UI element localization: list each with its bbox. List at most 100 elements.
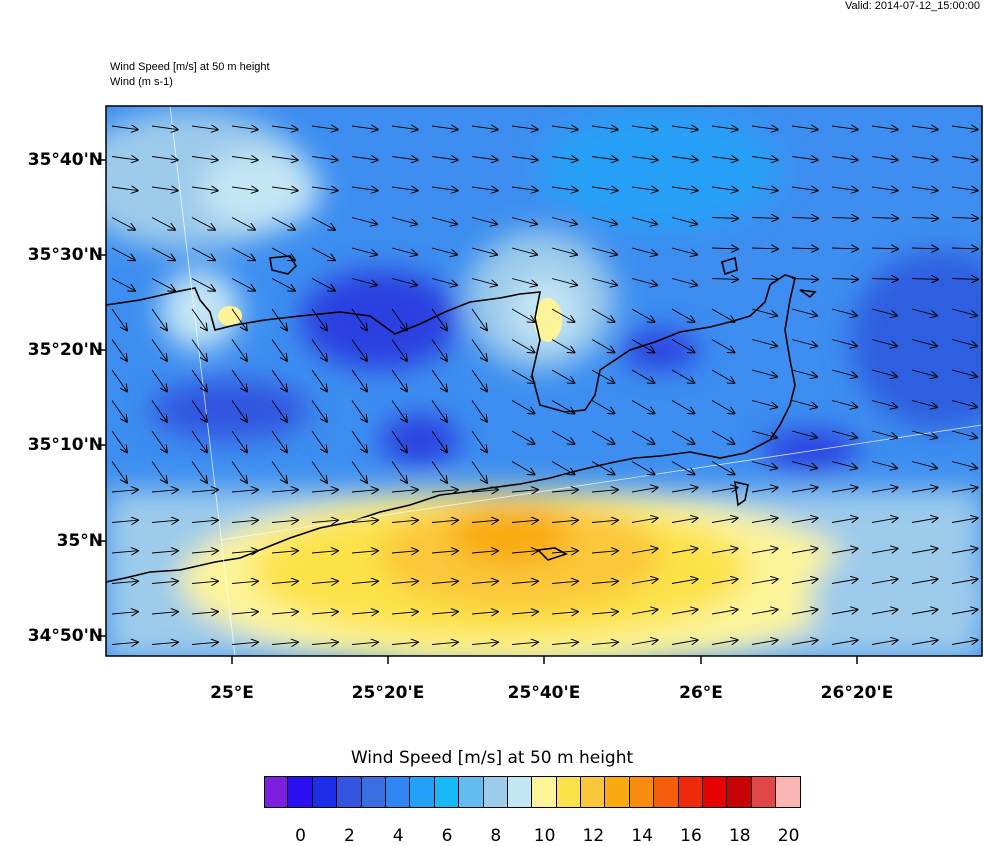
wind-arrow xyxy=(191,612,218,614)
wind-arrow xyxy=(711,610,738,615)
wind-arrow xyxy=(271,217,295,230)
legend-swatch xyxy=(483,777,508,807)
wind-arrow xyxy=(631,488,658,493)
wind-arrow xyxy=(671,339,695,353)
wind-arrow xyxy=(511,157,538,161)
wind-arrow xyxy=(191,278,215,291)
wind-arrow xyxy=(631,247,657,255)
wind-arrow xyxy=(631,217,657,225)
wind-arrow xyxy=(391,430,407,452)
wind-arrow xyxy=(311,157,338,161)
wind-arrow xyxy=(431,187,458,191)
wind-arrow xyxy=(791,308,817,316)
wind-arrow xyxy=(351,126,378,130)
wind-arrow xyxy=(831,488,858,493)
legend-label: 0 xyxy=(295,826,307,846)
wind-arrow xyxy=(431,551,458,553)
wind-arrow xyxy=(671,308,695,322)
wind-arrow xyxy=(431,157,458,161)
wind-arrow xyxy=(151,612,178,614)
wind-arrow xyxy=(431,400,447,422)
wind-arrow xyxy=(791,610,818,615)
wind-arrow xyxy=(551,581,578,583)
wind-arrow xyxy=(471,551,498,553)
wind-arrow xyxy=(711,579,738,584)
wind-arrow xyxy=(271,339,287,361)
wind-arrow xyxy=(951,579,978,584)
wind-arrow xyxy=(191,642,218,644)
wind-arrow xyxy=(631,278,657,286)
wind-arrow xyxy=(551,461,575,475)
wind-arrow xyxy=(591,308,615,322)
legend-label: 14 xyxy=(631,826,654,846)
wind-arrow xyxy=(551,400,575,414)
wind-arrow xyxy=(191,369,207,391)
wind-arrow xyxy=(391,187,418,191)
wind-arrow xyxy=(111,430,127,452)
wind-arrow xyxy=(191,308,207,330)
wind-arrow xyxy=(311,642,338,644)
wind-arrow xyxy=(751,461,777,469)
legend-label: 6 xyxy=(441,826,453,846)
wind-arrow xyxy=(951,461,977,469)
wind-arrow xyxy=(791,369,817,377)
wind-arrow xyxy=(711,126,738,130)
wind-arrow xyxy=(711,279,738,280)
wind-arrow xyxy=(831,187,858,191)
legend-swatch xyxy=(751,777,777,807)
wind-arrow xyxy=(431,369,447,391)
wind-arrow xyxy=(951,430,977,438)
wind-arrow xyxy=(831,339,857,347)
wind-arrow xyxy=(631,461,655,475)
wind-arrow xyxy=(951,339,977,347)
wind-arrow xyxy=(791,549,818,554)
wind-arrow xyxy=(151,308,167,330)
wind-arrow xyxy=(791,400,817,408)
wind-arrow xyxy=(311,308,327,330)
legend-swatch xyxy=(312,777,338,807)
wind-arrow xyxy=(751,308,777,316)
wind-arrow xyxy=(311,461,327,483)
wind-arrow xyxy=(391,157,418,161)
valid-time: Valid: 2014-07-12_15:00:00 xyxy=(845,0,980,12)
legend-swatch xyxy=(605,777,630,807)
wind-arrow xyxy=(231,157,258,161)
wind-arrow xyxy=(391,126,418,130)
wind-arrow xyxy=(791,218,818,219)
wind-arrow xyxy=(351,581,378,583)
wind-arrow xyxy=(591,278,617,286)
wind-arrow xyxy=(271,461,287,483)
wind-arrow xyxy=(271,612,298,614)
wind-arrow xyxy=(711,518,738,523)
wind-arrow xyxy=(311,126,338,130)
wind-arrow xyxy=(911,579,938,584)
wind-arrow xyxy=(551,308,575,322)
lat-label-35-10: 35°10'N xyxy=(27,435,103,455)
wind-arrow xyxy=(231,520,258,522)
wind-arrow xyxy=(871,187,898,191)
wind-arrow xyxy=(231,369,247,391)
wind-arrow xyxy=(351,247,377,255)
legend-label: 12 xyxy=(582,826,605,846)
wind-arrow xyxy=(951,369,977,377)
wind-arrow xyxy=(911,610,938,615)
wind-arrow xyxy=(311,187,338,191)
wind-arrow xyxy=(271,642,298,644)
wind-arrow xyxy=(911,308,937,316)
wind-arrow xyxy=(111,369,127,391)
legend-swatch xyxy=(434,777,460,807)
wind-arrow xyxy=(551,278,577,286)
wind-arrow xyxy=(711,488,738,493)
wind-arrow xyxy=(871,126,898,130)
wind-arrow xyxy=(151,157,178,161)
wind-arrow xyxy=(351,430,367,452)
wind-arrow xyxy=(391,520,418,522)
wind-arrow xyxy=(431,581,458,583)
legend-swatch xyxy=(629,777,655,807)
wind-arrow xyxy=(431,461,447,483)
wind-arrow xyxy=(391,400,407,422)
wind-arrow xyxy=(511,187,538,191)
wind-arrow xyxy=(951,549,978,554)
wind-arrow xyxy=(311,278,335,291)
wind-arrow xyxy=(191,400,207,422)
